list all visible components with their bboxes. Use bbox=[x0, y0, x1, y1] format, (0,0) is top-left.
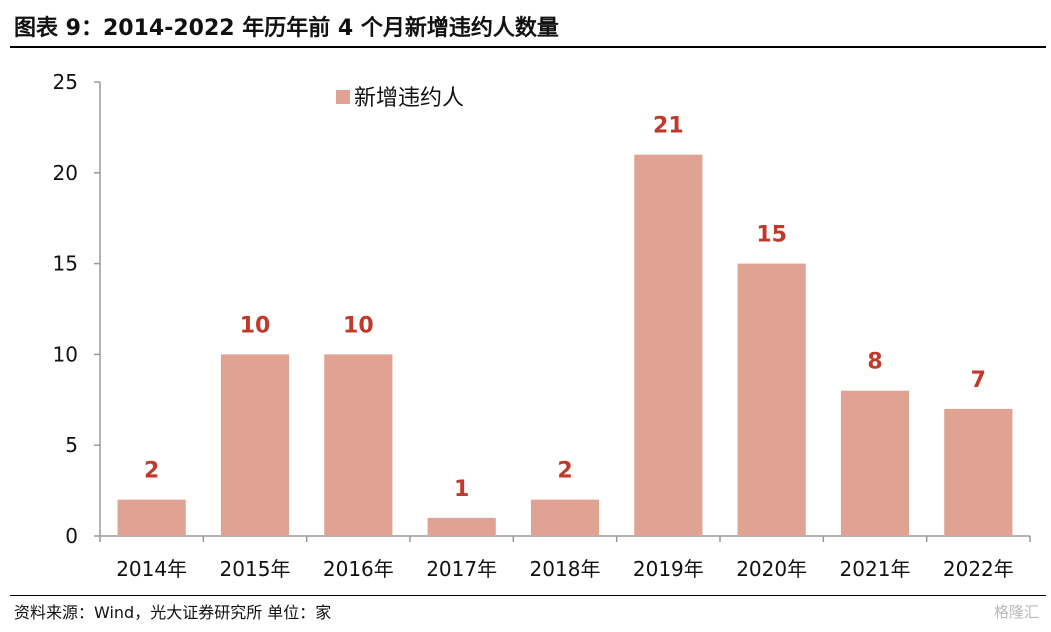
bar-value-label: 8 bbox=[867, 350, 882, 375]
bar bbox=[737, 263, 806, 536]
legend: 新增违约人 bbox=[336, 86, 464, 111]
bar bbox=[944, 408, 1013, 536]
legend-label: 新增违约人 bbox=[354, 86, 464, 111]
bar bbox=[840, 390, 910, 536]
bar-value-label: 1 bbox=[454, 477, 469, 502]
bar bbox=[530, 499, 600, 536]
y-axis: 0 5 10 15 20 25 bbox=[53, 70, 101, 548]
y-tick-label: 5 bbox=[65, 433, 78, 457]
bar bbox=[324, 354, 393, 536]
bar-value-label: 10 bbox=[240, 313, 271, 338]
bar-value-label: 2 bbox=[557, 459, 572, 484]
x-tick-label: 2018年 bbox=[530, 557, 601, 581]
y-tick-label: 20 bbox=[53, 161, 78, 185]
bar bbox=[220, 354, 290, 536]
x-tick-label: 2015年 bbox=[220, 557, 291, 581]
x-tick-label: 2022年 bbox=[943, 557, 1014, 581]
bar-value-label: 15 bbox=[756, 223, 787, 248]
bar-value-label: 10 bbox=[343, 313, 374, 338]
legend-swatch bbox=[336, 90, 350, 104]
bar-series bbox=[117, 154, 1013, 536]
x-tick-label: 2021年 bbox=[840, 557, 911, 581]
bar bbox=[427, 517, 496, 536]
watermark: 格隆汇 bbox=[993, 603, 1039, 621]
data-labels: 2 10 10 1 2 21 15 8 7 bbox=[144, 114, 986, 502]
y-tick-label: 10 bbox=[53, 342, 78, 366]
x-tick-label: 2020年 bbox=[736, 557, 807, 581]
bar-value-label: 2 bbox=[144, 459, 159, 484]
bar bbox=[117, 499, 186, 536]
bar-value-label: 21 bbox=[653, 114, 684, 139]
x-tick-label: 2014年 bbox=[116, 557, 187, 581]
x-tick-label: 2017年 bbox=[426, 557, 497, 581]
y-tick-label: 25 bbox=[53, 70, 78, 94]
bar-chart: 0 5 10 15 20 25 2014年 2015年 2016年 2017年 2018年 2019… bbox=[53, 70, 1031, 581]
footer-divider bbox=[10, 595, 1046, 596]
x-tick-label: 2019年 bbox=[633, 557, 704, 581]
title-divider bbox=[10, 46, 1046, 48]
source-note: 资料来源：Wind，光大证券研究所 单位：家 bbox=[14, 603, 332, 622]
bar-value-label: 7 bbox=[971, 368, 986, 393]
x-axis: 2014年 2015年 2016年 2017年 2018年 2019年 2020年 2021年… bbox=[99, 535, 1031, 581]
figure-title: 图表 9：2014-2022 年历年前 4 个月新增违约人数量 bbox=[14, 16, 559, 41]
x-tick-label: 2016年 bbox=[323, 557, 394, 581]
y-tick-label: 15 bbox=[53, 252, 78, 276]
y-tick-label: 0 bbox=[65, 524, 78, 548]
bar bbox=[634, 154, 703, 536]
